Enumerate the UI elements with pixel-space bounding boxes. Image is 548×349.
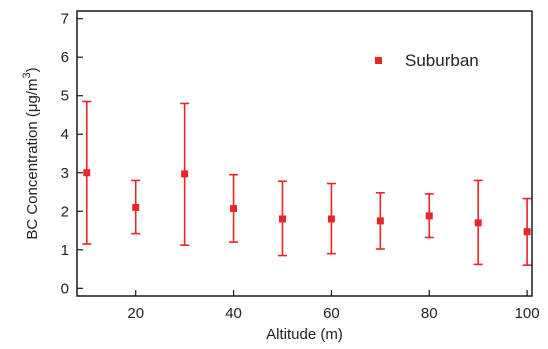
data-marks (82, 100, 532, 266)
x-tick-label: 100 (515, 305, 540, 322)
y-tick-label: 2 (61, 203, 69, 220)
data-point (523, 228, 531, 236)
y-tick-label: 7 (61, 11, 69, 28)
ticks: 20 40 60 80 100 0 1 2 3 4 5 6 7 (61, 11, 540, 322)
y-tick-label: 4 (61, 126, 69, 143)
x-tick-label: 80 (421, 305, 438, 322)
y-axis-title-superscript: 3 (21, 72, 33, 78)
y-tick-label: 0 (61, 280, 69, 297)
y-tick-label: 1 (61, 242, 69, 259)
x-tick-label: 40 (225, 305, 242, 322)
data-point (474, 219, 482, 227)
y-axis-title: BC Concentration (μg/m3) (21, 67, 41, 239)
data-point (132, 203, 140, 211)
data-point (278, 215, 286, 223)
data-point (327, 215, 335, 223)
legend-label: Suburban (405, 51, 479, 70)
x-tick-label: 60 (323, 305, 340, 322)
data-point (230, 205, 238, 213)
y-tick-label: 3 (61, 165, 69, 182)
y-axis-title-main: BC Concentration (μg/m (24, 78, 41, 239)
data-point (83, 169, 91, 177)
y-axis-title-close: ) (24, 67, 41, 72)
legend: Suburban (375, 51, 479, 70)
data-point (181, 170, 189, 178)
y-tick-label: 5 (61, 88, 69, 105)
plot-frame (76, 10, 533, 297)
x-tick-label: 20 (127, 305, 144, 322)
x-axis-title: Altitude (m) (266, 326, 343, 343)
data-point (425, 212, 433, 220)
y-tick-label: 6 (61, 49, 69, 66)
legend-marker (375, 57, 382, 64)
data-point (376, 217, 384, 225)
